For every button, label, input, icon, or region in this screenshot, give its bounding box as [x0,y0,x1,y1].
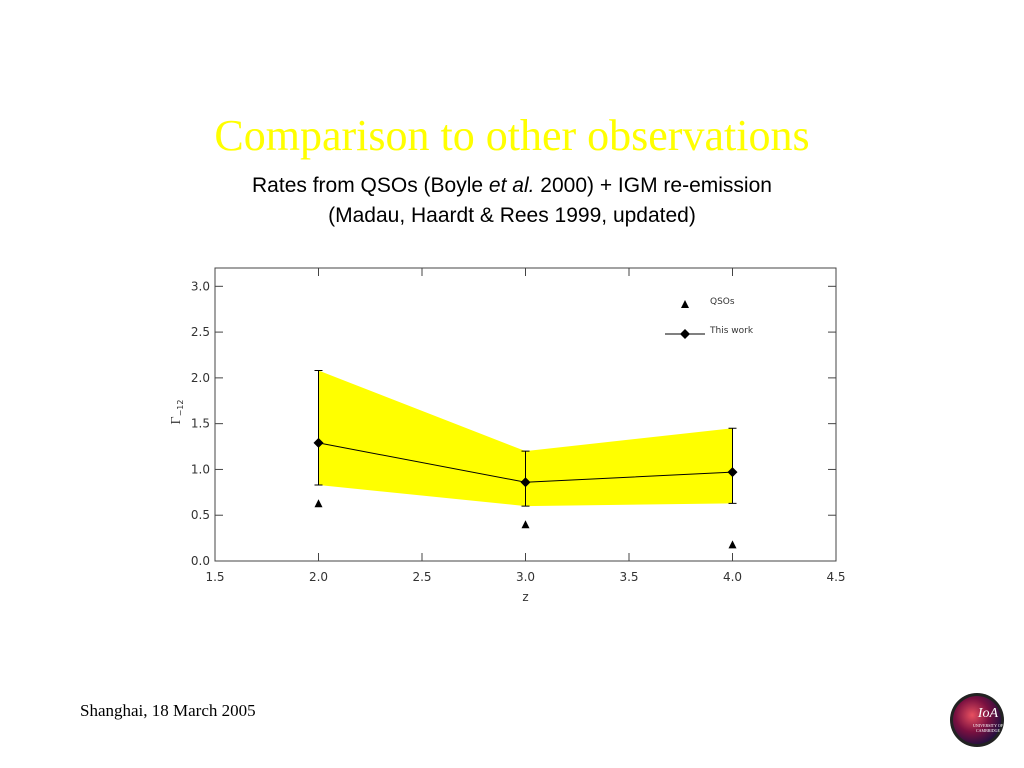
uncertainty-band [318,370,733,507]
y-axis-subscript: −12 [176,400,185,417]
chart: 1.5 2.0 2.5 3.0 3.5 4.0 4.5 0.0 0.5 1.0 1.5 2.0 2.5 3… [169,267,846,604]
x-axis-label: z [522,590,528,604]
subtitle: Rates from QSOs (Boyle et al. 2000) + IG… [252,174,772,197]
y-axis-label: Γ−12 [169,400,185,425]
y-tick-label: 0.5 [191,508,210,522]
error-bar [314,370,323,486]
x-tick-label: 4.5 [826,570,845,584]
x-tick-label: 4.0 [723,570,742,584]
subtitle-italic: et al. [489,174,535,197]
subtitle-line: (Madau, Haardt & Rees 1999, updated) [328,204,696,227]
x-tick-label: 2.0 [309,570,328,584]
footer: Shanghai, 18 March 2005 [80,701,256,720]
legend-label: QSOs [710,297,735,307]
marker [728,540,737,549]
y-tick-label: 2.0 [191,371,210,385]
marker [520,477,531,488]
legend-marker [680,329,690,339]
marker [521,520,530,529]
logo-sub: CAMBRIDGE [976,728,1001,733]
x-tick-label: 1.5 [205,570,224,584]
marker [727,467,738,478]
logo-text: IoA [977,706,999,721]
marker [313,437,324,448]
y-tick-label: 3.0 [191,279,210,293]
y-tick-label: 1.5 [191,417,210,431]
y-tick-label: 0.0 [191,554,210,568]
y-tick-label: 1.0 [191,462,210,476]
slide-title: Comparison to other observations [214,111,809,160]
logo: IoA UNIVERSITY OF CAMBRIDGE [950,693,1004,747]
legend-marker [681,300,689,308]
subtitle-text: Rates from QSOs (Boyle [252,174,489,197]
plot-frame [214,267,837,562]
error-bar [728,427,737,504]
logo-sub: UNIVERSITY OF [973,723,1004,728]
x-tick-label: 2.5 [412,570,431,584]
logo-disc [953,696,1001,744]
y-axis-symbol: Γ [169,416,184,424]
y-tick-label: 2.5 [191,325,210,339]
x-tick-label: 3.0 [516,570,535,584]
legend-label: This work [709,326,754,336]
x-tick-label: 3.5 [619,570,638,584]
subtitle-text: 2000) + IGM re-emission [534,174,772,197]
marker [314,499,323,508]
